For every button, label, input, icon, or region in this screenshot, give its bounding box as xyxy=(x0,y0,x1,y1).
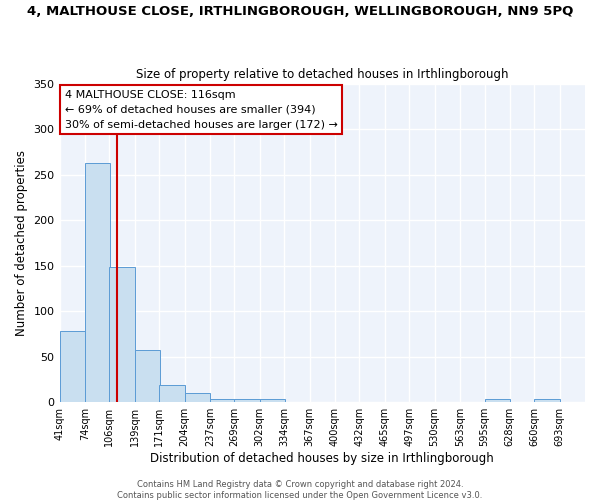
Bar xyxy=(85,163,110,402)
Bar xyxy=(59,331,85,402)
Bar xyxy=(210,398,235,402)
Bar xyxy=(260,398,285,402)
Bar xyxy=(109,268,135,402)
X-axis label: Distribution of detached houses by size in Irthlingborough: Distribution of detached houses by size … xyxy=(151,452,494,465)
Bar xyxy=(185,393,210,402)
Bar xyxy=(535,400,560,402)
Text: 4 MALTHOUSE CLOSE: 116sqm
← 69% of detached houses are smaller (394)
30% of semi: 4 MALTHOUSE CLOSE: 116sqm ← 69% of detac… xyxy=(65,90,338,130)
Text: Contains HM Land Registry data © Crown copyright and database right 2024.
Contai: Contains HM Land Registry data © Crown c… xyxy=(118,480,482,500)
Bar xyxy=(135,350,160,402)
Title: Size of property relative to detached houses in Irthlingborough: Size of property relative to detached ho… xyxy=(136,68,509,81)
Bar xyxy=(485,400,510,402)
Text: 4, MALTHOUSE CLOSE, IRTHLINGBOROUGH, WELLINGBOROUGH, NN9 5PQ: 4, MALTHOUSE CLOSE, IRTHLINGBOROUGH, WEL… xyxy=(27,5,573,18)
Bar xyxy=(235,398,260,402)
Bar xyxy=(159,385,185,402)
Y-axis label: Number of detached properties: Number of detached properties xyxy=(15,150,28,336)
